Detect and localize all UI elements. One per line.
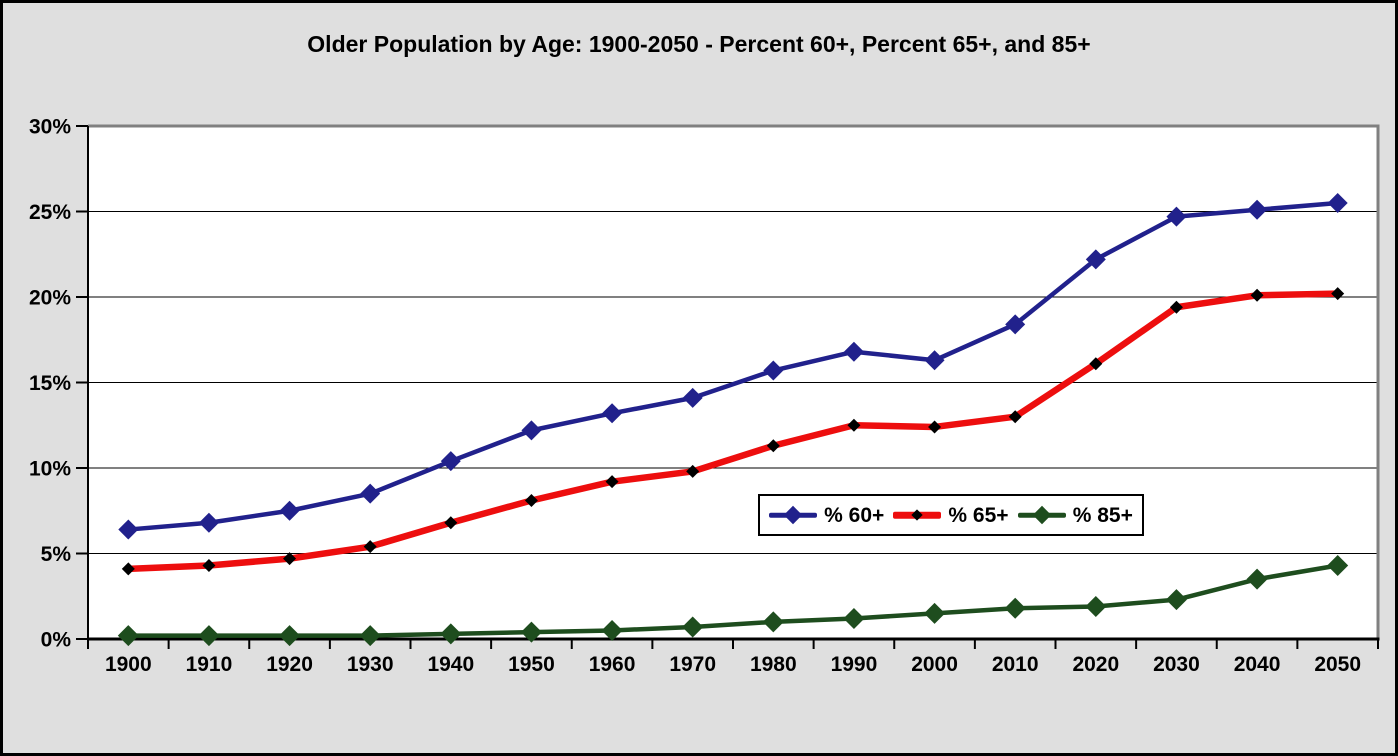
x-tick-label: 1900 (105, 653, 152, 676)
data-point-marker (1246, 568, 1268, 590)
data-point-marker (843, 607, 865, 629)
data-point-marker (202, 558, 216, 572)
data-point-marker (1089, 357, 1103, 371)
chart-title: Older Population by Age: 1900-2050 - Per… (307, 31, 1091, 57)
legend-label-60plus: % 60+ (824, 503, 885, 527)
legend-item-65plus: % 65+ (893, 503, 1009, 527)
y-tick-label: 10% (29, 458, 71, 481)
y-axis-ticks: 0% 5% 10% 15% 20% 25% 30% (29, 116, 88, 652)
data-point-marker (1166, 206, 1187, 227)
x-tick-label: 2000 (911, 653, 958, 676)
data-point-marker (682, 387, 703, 408)
data-point-marker (117, 625, 139, 647)
y-tick-label: 20% (29, 287, 71, 310)
x-tick-label: 1980 (750, 653, 797, 676)
x-tick-label: 2020 (1072, 653, 1119, 676)
data-point-marker (1247, 199, 1268, 220)
data-point-marker (440, 623, 462, 645)
legend-label-85plus: % 85+ (1072, 503, 1133, 527)
data-point-marker (1331, 287, 1345, 301)
data-point-marker (363, 540, 377, 554)
data-point-marker (359, 625, 381, 647)
data-point-marker (1165, 589, 1187, 611)
data-point-marker (520, 621, 542, 643)
data-point-marker (763, 360, 784, 381)
data-point-marker (1327, 554, 1349, 576)
data-point-marker (605, 475, 619, 489)
legend-label-65plus: % 65+ (948, 503, 1009, 527)
data-point-marker (1004, 597, 1026, 619)
series-65+ (121, 287, 1345, 576)
data-point-marker (843, 341, 864, 362)
series-line (125, 290, 1341, 573)
data-point-marker (1250, 288, 1264, 302)
data-point-marker (1169, 300, 1183, 314)
data-point-marker (924, 350, 945, 371)
plot-outline (88, 124, 1380, 639)
data-point-marker (524, 493, 538, 507)
x-tick-label: 1910 (186, 653, 233, 676)
x-tick-label: 1930 (347, 653, 394, 676)
data-point-marker (601, 619, 623, 641)
legend-line-marker-60plus-icon (769, 505, 818, 525)
chart-plot-area: 0%5%10%15%20%25%30%1900 1910 1920 1930 1940 1… (29, 116, 1380, 676)
data-point-marker (766, 439, 780, 453)
series-line (126, 200, 1340, 532)
data-point-marker (1008, 410, 1022, 424)
data-point-marker (118, 519, 139, 540)
x-tick-label: 1940 (427, 653, 474, 676)
data-point-marker (847, 418, 861, 432)
legend-line-marker-65plus-icon (893, 506, 942, 524)
data-point-marker (521, 420, 542, 441)
data-point-marker (440, 451, 461, 472)
chart-legend: % 60+ % 65+ % 85+ (758, 494, 1144, 536)
data-point-marker (1005, 314, 1026, 335)
data-point-marker (1085, 249, 1106, 270)
legend-item-60plus: % 60+ (769, 505, 884, 526)
data-point-marker (279, 625, 301, 647)
y-tick-label: 0% (41, 629, 72, 652)
x-tick-label: 1970 (669, 653, 716, 676)
legend-line-marker-85plus-icon (1017, 505, 1066, 525)
data-point-marker (928, 420, 942, 434)
y-tick-label: 25% (29, 201, 71, 224)
data-point-marker (924, 602, 946, 624)
x-tick-label: 2050 (1314, 653, 1361, 676)
y-tick-label: 5% (41, 543, 72, 566)
x-tick-label: 2040 (1234, 653, 1281, 676)
legend-item-85plus: % 85+ (1017, 503, 1133, 527)
y-tick-label: 30% (29, 116, 71, 139)
data-point-marker (602, 403, 623, 424)
x-axis-ticks: 1900 1910 1920 1930 1940 1950 1960 1970 1980 1990… (87, 639, 1379, 676)
data-point-marker (1327, 192, 1348, 213)
series-85+ (117, 554, 1349, 647)
series-60+ (118, 192, 1348, 540)
x-tick-label: 1990 (831, 653, 878, 676)
x-tick-label: 2010 (992, 653, 1039, 676)
data-point-marker (198, 512, 219, 533)
data-point-marker (279, 500, 300, 521)
x-tick-label: 1950 (508, 653, 555, 676)
data-point-marker (360, 483, 381, 504)
data-point-marker (444, 516, 458, 530)
data-point-marker (1085, 596, 1107, 618)
y-tick-label: 15% (29, 372, 71, 395)
x-tick-label: 2030 (1153, 653, 1200, 676)
data-point-marker (283, 552, 297, 566)
data-point-marker (762, 611, 784, 633)
data-point-marker (121, 562, 135, 576)
data-point-marker (682, 616, 704, 638)
series-line (126, 563, 1340, 638)
x-tick-label: 1920 (266, 653, 313, 676)
data-point-marker (198, 625, 220, 647)
data-point-marker (686, 464, 700, 478)
x-tick-label: 1960 (589, 653, 636, 676)
